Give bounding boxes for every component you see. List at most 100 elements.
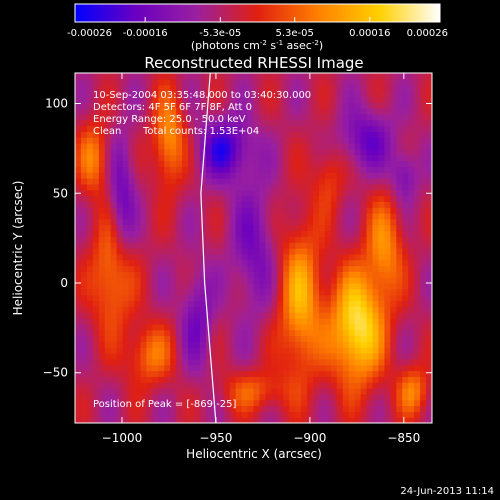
heatmap-cell: [408, 125, 415, 132]
heatmap-cell: [253, 102, 261, 109]
heatmap-cell: [235, 335, 243, 342]
heatmap-cell: [75, 382, 82, 389]
heatmap-cell: [420, 411, 427, 418]
heatmap-cell: [390, 113, 397, 121]
heatmap-cell: [247, 376, 255, 383]
heatmap-cell: [134, 148, 142, 156]
heatmap-cell: [396, 411, 403, 418]
heatmap-cell: [80, 218, 88, 226]
heatmap-cell: [283, 335, 290, 342]
heatmap-cell: [128, 393, 136, 401]
heatmap-cell: [194, 119, 201, 127]
heatmap-cell: [116, 172, 124, 179]
heatmap-cell: [146, 183, 153, 191]
heatmap-cell: [259, 131, 266, 138]
heatmap-cell: [140, 189, 147, 197]
heatmap-cell: [408, 294, 415, 302]
heatmap-cell: [301, 335, 308, 342]
heatmap-cell: [194, 399, 201, 407]
heatmap-cell: [366, 323, 374, 331]
heatmap-cell: [170, 347, 177, 354]
heatmap-cell: [301, 201, 308, 208]
heatmap-cell: [98, 125, 106, 132]
heatmap-cell: [253, 277, 261, 284]
heatmap-cell: [128, 376, 136, 383]
heatmap-cell: [104, 236, 112, 243]
heatmap-cell: [342, 277, 350, 284]
heatmap-cell: [414, 382, 421, 389]
heatmap-cell: [402, 160, 409, 167]
heatmap-cell: [182, 84, 189, 92]
heatmap-cell: [188, 364, 195, 372]
heatmap-cell: [330, 288, 338, 296]
heatmap-cell: [301, 318, 308, 325]
heatmap-cell: [396, 160, 403, 167]
heatmap-cell: [194, 131, 201, 138]
heatmap-cell: [366, 189, 374, 197]
heatmap-cell: [235, 166, 243, 173]
heatmap-cell: [80, 265, 88, 272]
heatmap-cell: [98, 90, 106, 97]
heatmap-cell: [241, 312, 249, 319]
heatmap-cell: [307, 236, 314, 243]
heatmap-cell: [348, 213, 356, 220]
heatmap-cell: [241, 224, 249, 232]
heatmap-cell: [247, 329, 255, 337]
heatmap-cell: [354, 96, 362, 103]
heatmap-cell: [176, 119, 183, 127]
heatmap-cell: [247, 213, 255, 220]
heatmap-cell: [110, 131, 118, 138]
heatmap-cell: [205, 131, 213, 138]
heatmap-cell: [420, 388, 427, 395]
heatmap-cell: [253, 271, 261, 278]
heatmap-cell: [307, 306, 314, 313]
heatmap-cell: [152, 189, 159, 197]
heatmap-cell: [253, 131, 261, 138]
heatmap-cell: [223, 90, 231, 97]
heatmap-cell: [158, 102, 165, 109]
heatmap-cell: [283, 358, 290, 366]
heatmap-cell: [235, 283, 243, 290]
heatmap-cell: [188, 207, 195, 214]
heatmap-cell: [324, 300, 332, 307]
heatmap-cell: [366, 405, 374, 412]
heatmap-cell: [116, 248, 124, 255]
heatmap-cell: [295, 341, 302, 348]
heatmap-cell: [146, 253, 153, 261]
heatmap-cell: [342, 271, 350, 278]
heatmap-cell: [318, 102, 326, 109]
heatmap-cell: [324, 78, 332, 86]
heatmap-cell: [330, 376, 338, 383]
heatmap-cell: [86, 207, 94, 214]
heatmap-cell: [324, 388, 332, 395]
heatmap-cell: [134, 143, 142, 150]
heatmap-cell: [146, 353, 153, 360]
heatmap-cell: [116, 166, 124, 173]
heatmap-cell: [92, 108, 100, 115]
heatmap-cell: [277, 78, 284, 86]
heatmap-cell: [259, 125, 266, 132]
heatmap-cell: [134, 399, 142, 407]
heatmap-cell: [420, 201, 427, 208]
heatmap-cell: [414, 294, 421, 302]
heatmap-cell: [140, 411, 147, 418]
heatmap-cell: [211, 207, 219, 214]
heatmap-cell: [402, 358, 409, 366]
heatmap-cell: [301, 283, 308, 290]
heatmap-cell: [229, 271, 237, 278]
heatmap-cell: [116, 102, 124, 109]
heatmap-cell: [146, 329, 153, 337]
heatmap-cell: [122, 248, 130, 255]
heatmap-cell: [354, 288, 362, 296]
heatmap-cell: [86, 73, 94, 80]
heatmap-cell: [348, 119, 356, 127]
heatmap-cell: [408, 347, 415, 354]
heatmap-cell: [80, 207, 88, 214]
heatmap-cell: [92, 335, 100, 342]
heatmap-cell: [402, 90, 409, 97]
heatmap-cell: [384, 195, 391, 202]
heatmap-cell: [188, 277, 195, 284]
heatmap-cell: [378, 358, 385, 366]
heatmap-cell: [426, 347, 432, 354]
heatmap-cell: [253, 183, 261, 191]
